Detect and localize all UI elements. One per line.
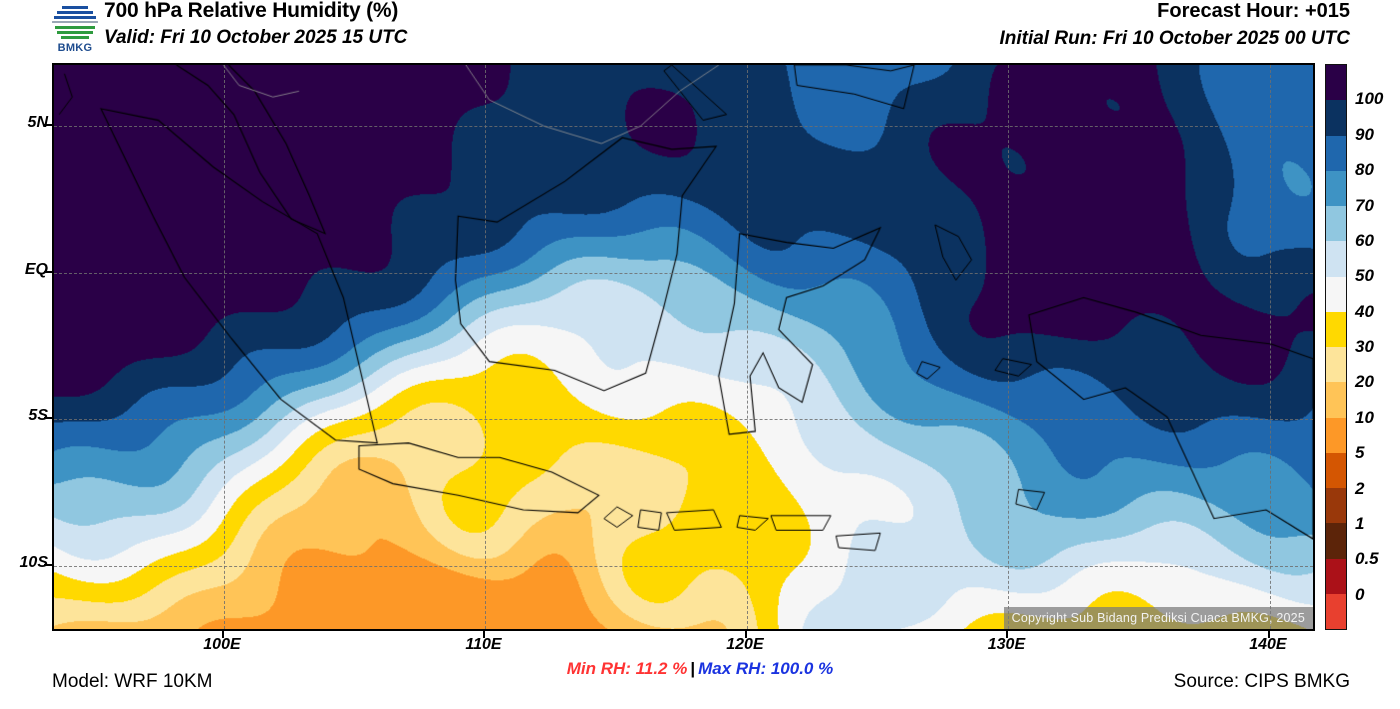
colorbar-band-13 bbox=[1326, 523, 1346, 559]
colorbar-tick-2: 2 bbox=[1355, 478, 1365, 498]
initial-run-label: Initial Run: Fri 10 October 2025 00 UTC bbox=[999, 28, 1350, 49]
header-bar: BMKG 700 hPa Relative Humidity (%) Valid… bbox=[0, 0, 1400, 58]
colorbar-tick-20: 20 bbox=[1355, 372, 1374, 392]
lat-label-5S: 5S bbox=[28, 407, 48, 425]
colorbar-tick-40: 40 bbox=[1355, 301, 1374, 321]
lon-label-110E: 110E bbox=[465, 636, 502, 653]
lat-label-EQ: EQ bbox=[24, 260, 48, 278]
lon-label-140E: 140E bbox=[1249, 636, 1287, 653]
bmkg-logo-disc bbox=[52, 2, 98, 44]
colorbar-band-6 bbox=[1326, 276, 1346, 312]
colorbar-tick-100: 100 bbox=[1355, 89, 1384, 109]
lat-tick-10S bbox=[44, 563, 52, 566]
colorbar-band-9 bbox=[1326, 382, 1346, 418]
model-label: Model: WRF 10KM bbox=[52, 671, 213, 692]
colorbar-band-12 bbox=[1326, 488, 1346, 524]
colorbar-band-14 bbox=[1326, 558, 1346, 594]
gridline-lat-10S bbox=[54, 565, 1313, 567]
page-title: 700 hPa Relative Humidity (%) bbox=[104, 0, 399, 22]
colorbar-band-5 bbox=[1326, 241, 1346, 277]
lon-tick-140E bbox=[1267, 631, 1270, 638]
colorbar-tick-90: 90 bbox=[1355, 124, 1374, 144]
colorbar-band-10 bbox=[1326, 417, 1346, 453]
colorbar-band-11 bbox=[1326, 452, 1346, 488]
map-plot-area: Copyright Sub Bidang Prediksi Cuaca BMKG… bbox=[52, 63, 1315, 631]
gridline-lat-EQ bbox=[54, 272, 1313, 274]
colorbar-tick-0: 0 bbox=[1355, 584, 1365, 604]
colorbar-band-3 bbox=[1326, 170, 1346, 206]
lat-label-5N: 5N bbox=[27, 114, 48, 132]
colorbar-tick-labels: 100 90 80 70 60 50 40 30 20 10 5 2 1 0.5 0 bbox=[1355, 64, 1400, 630]
copyright-watermark: Copyright Sub Bidang Prediksi Cuaca BMKG… bbox=[1003, 607, 1313, 629]
colorbar-tick-30: 30 bbox=[1355, 337, 1374, 356]
colorbar-tick-1: 1 bbox=[1355, 513, 1365, 533]
gridline-lat-5N bbox=[54, 126, 1313, 128]
colorbar bbox=[1325, 64, 1347, 630]
gridline-lat-5S bbox=[54, 419, 1313, 421]
gridline-lon-110E bbox=[485, 65, 487, 629]
humidity-field-canvas bbox=[54, 65, 1313, 629]
source-label: Source: CIPS BMKG bbox=[1173, 671, 1350, 692]
colorbar-tick-5: 5 bbox=[1355, 443, 1365, 463]
colorbar-tick-50: 50 bbox=[1355, 266, 1374, 286]
lat-tick-5S bbox=[44, 417, 52, 420]
valid-time-label: Valid: Fri 10 October 2025 15 UTC bbox=[104, 27, 408, 48]
colorbar-tick-60: 60 bbox=[1355, 230, 1374, 250]
colorbar-band-8 bbox=[1326, 347, 1346, 383]
lat-tick-EQ bbox=[44, 270, 52, 273]
lat-tick-5N bbox=[44, 124, 52, 127]
colorbar-band-7 bbox=[1326, 311, 1346, 347]
lon-label-120E: 120E bbox=[726, 636, 764, 653]
gridline-lon-100E bbox=[223, 65, 225, 629]
colorbar-band-1 bbox=[1326, 100, 1346, 136]
min-rh-value: Min RH: 11.2 % bbox=[566, 659, 688, 678]
forecast-hour-label: Forecast Hour: +015 bbox=[1157, 0, 1350, 22]
colorbar-tick-10: 10 bbox=[1355, 407, 1374, 427]
gridline-lon-130E bbox=[1008, 65, 1010, 629]
lat-label-10S: 10S bbox=[19, 553, 48, 571]
lon-label-130E: 130E bbox=[987, 636, 1026, 653]
colorbar-tick-70: 70 bbox=[1355, 195, 1374, 215]
lon-tick-130E bbox=[1006, 631, 1009, 638]
colorbar-band-2 bbox=[1326, 135, 1346, 171]
colorbar-band-0 bbox=[1326, 65, 1346, 101]
gridline-lon-120E bbox=[746, 65, 748, 629]
bmkg-logo: BMKG bbox=[46, 2, 104, 56]
gridline-lon-140E bbox=[1269, 65, 1271, 629]
max-rh-value: Max RH: 100.0 % bbox=[698, 659, 834, 678]
lon-tick-120E bbox=[744, 631, 747, 638]
lon-label-100E: 100E bbox=[203, 636, 241, 653]
bmkg-logo-label: BMKG bbox=[57, 42, 93, 54]
colorbar-band-4 bbox=[1326, 206, 1346, 242]
minmax-rh-label: Min RH: 11.2 % | Max RH: 100.0 % bbox=[0, 659, 1400, 679]
minmax-separator: | bbox=[690, 659, 696, 678]
colorbar-tick-80: 80 bbox=[1355, 160, 1374, 180]
colorbar-band-15 bbox=[1326, 593, 1346, 629]
lon-tick-100E bbox=[221, 631, 224, 638]
colorbar-tick-0.5: 0.5 bbox=[1355, 549, 1379, 569]
lon-tick-110E bbox=[483, 631, 486, 638]
